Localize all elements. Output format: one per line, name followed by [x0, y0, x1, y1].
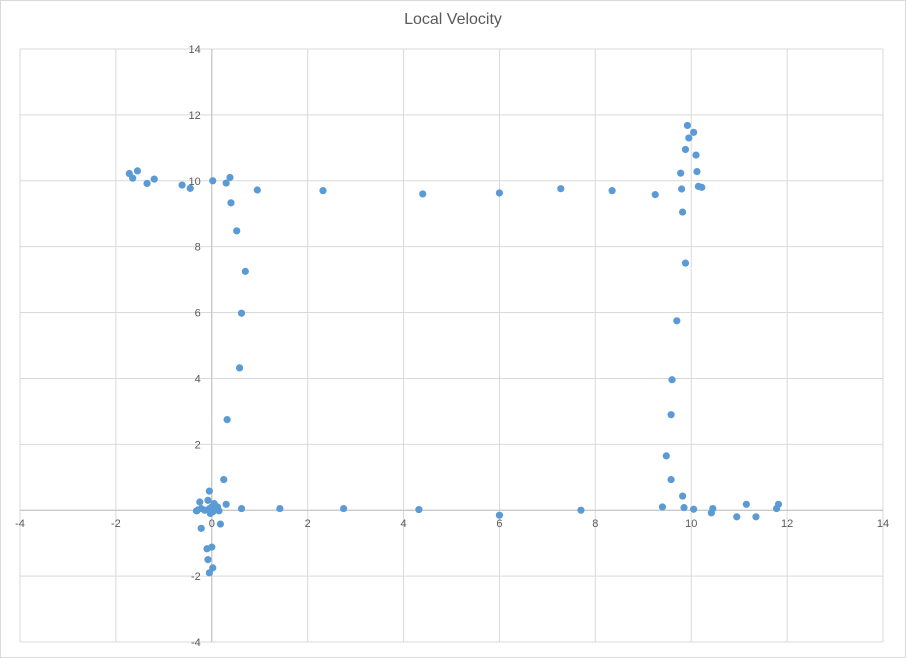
data-point [495, 189, 504, 197]
x-tick-label: 14 [877, 518, 889, 530]
data-point [133, 167, 142, 175]
data-point [241, 267, 249, 275]
x-tick-label: -2 [111, 518, 121, 530]
data-point [227, 199, 235, 207]
data-point [733, 513, 741, 521]
data-point [709, 504, 717, 513]
data-point [658, 503, 667, 511]
data-point [226, 173, 234, 182]
data-point [690, 505, 698, 513]
data-point [205, 569, 213, 577]
data-point [319, 187, 327, 195]
data-point [209, 177, 217, 185]
data-point [204, 496, 212, 504]
x-tick-label: 4 [400, 518, 406, 530]
data-point [651, 191, 659, 199]
data-point [692, 151, 700, 159]
data-point [340, 504, 348, 513]
data-point [204, 556, 212, 564]
data-point [681, 145, 690, 154]
data-point [608, 187, 616, 195]
x-tick-label: 12 [781, 518, 793, 530]
data-point [235, 364, 244, 372]
data-point [677, 169, 685, 177]
data-point [685, 134, 693, 142]
data-point [237, 309, 246, 317]
data-point [143, 179, 151, 188]
x-tick-label: -4 [15, 518, 25, 530]
data-point [205, 487, 213, 495]
data-point [216, 520, 225, 528]
y-tick-label: 12 [189, 110, 201, 122]
data-point [203, 545, 211, 553]
data-point [681, 259, 690, 267]
data-point [192, 507, 201, 515]
data-point [129, 174, 137, 182]
data-point [253, 186, 261, 194]
data-point [212, 505, 220, 514]
data-point [178, 181, 186, 189]
data-point [557, 185, 565, 193]
data-point [683, 121, 691, 130]
x-tick-label: 2 [305, 518, 311, 530]
data-point [667, 475, 675, 484]
data-point [237, 504, 246, 513]
data-point [495, 511, 504, 519]
data-point [693, 167, 701, 176]
data-point [678, 492, 687, 500]
x-tick-label: 0 [209, 518, 215, 530]
data-point [222, 500, 230, 508]
y-tick-label: 8 [195, 242, 201, 254]
data-point [197, 524, 205, 532]
y-tick-label: 6 [195, 308, 201, 320]
data-point [668, 376, 676, 384]
data-point [673, 317, 681, 325]
data-point [774, 500, 783, 508]
data-point [419, 190, 427, 198]
data-point [233, 227, 241, 235]
data-point [680, 503, 688, 512]
x-tick-label: 8 [592, 518, 598, 530]
data-point [742, 500, 750, 508]
data-point [678, 185, 686, 193]
y-tick-label: 14 [189, 44, 201, 56]
y-tick-label: 4 [195, 373, 201, 385]
data-point [220, 475, 228, 484]
gridlines [19, 48, 884, 643]
data-point [276, 504, 284, 513]
chart-title: Local Velocity [404, 11, 502, 28]
x-tick-label: 6 [496, 518, 502, 530]
y-tick-label: -2 [191, 571, 201, 583]
data-points [125, 121, 783, 577]
data-point [667, 411, 675, 419]
data-point [752, 513, 760, 521]
data-point [222, 179, 230, 187]
y-tick-label: 2 [195, 439, 201, 451]
data-point [196, 498, 204, 506]
data-point [662, 452, 670, 460]
data-point [186, 184, 194, 192]
axes [20, 49, 883, 642]
data-point [223, 416, 231, 424]
data-point [415, 505, 423, 514]
data-point [690, 128, 698, 136]
y-tick-label: -4 [191, 637, 201, 649]
data-point [698, 183, 706, 191]
x-tick-label: 10 [685, 518, 697, 530]
y-tick-label: 10 [189, 176, 201, 188]
data-point [678, 208, 687, 216]
data-point [150, 175, 158, 183]
data-point [577, 506, 585, 514]
